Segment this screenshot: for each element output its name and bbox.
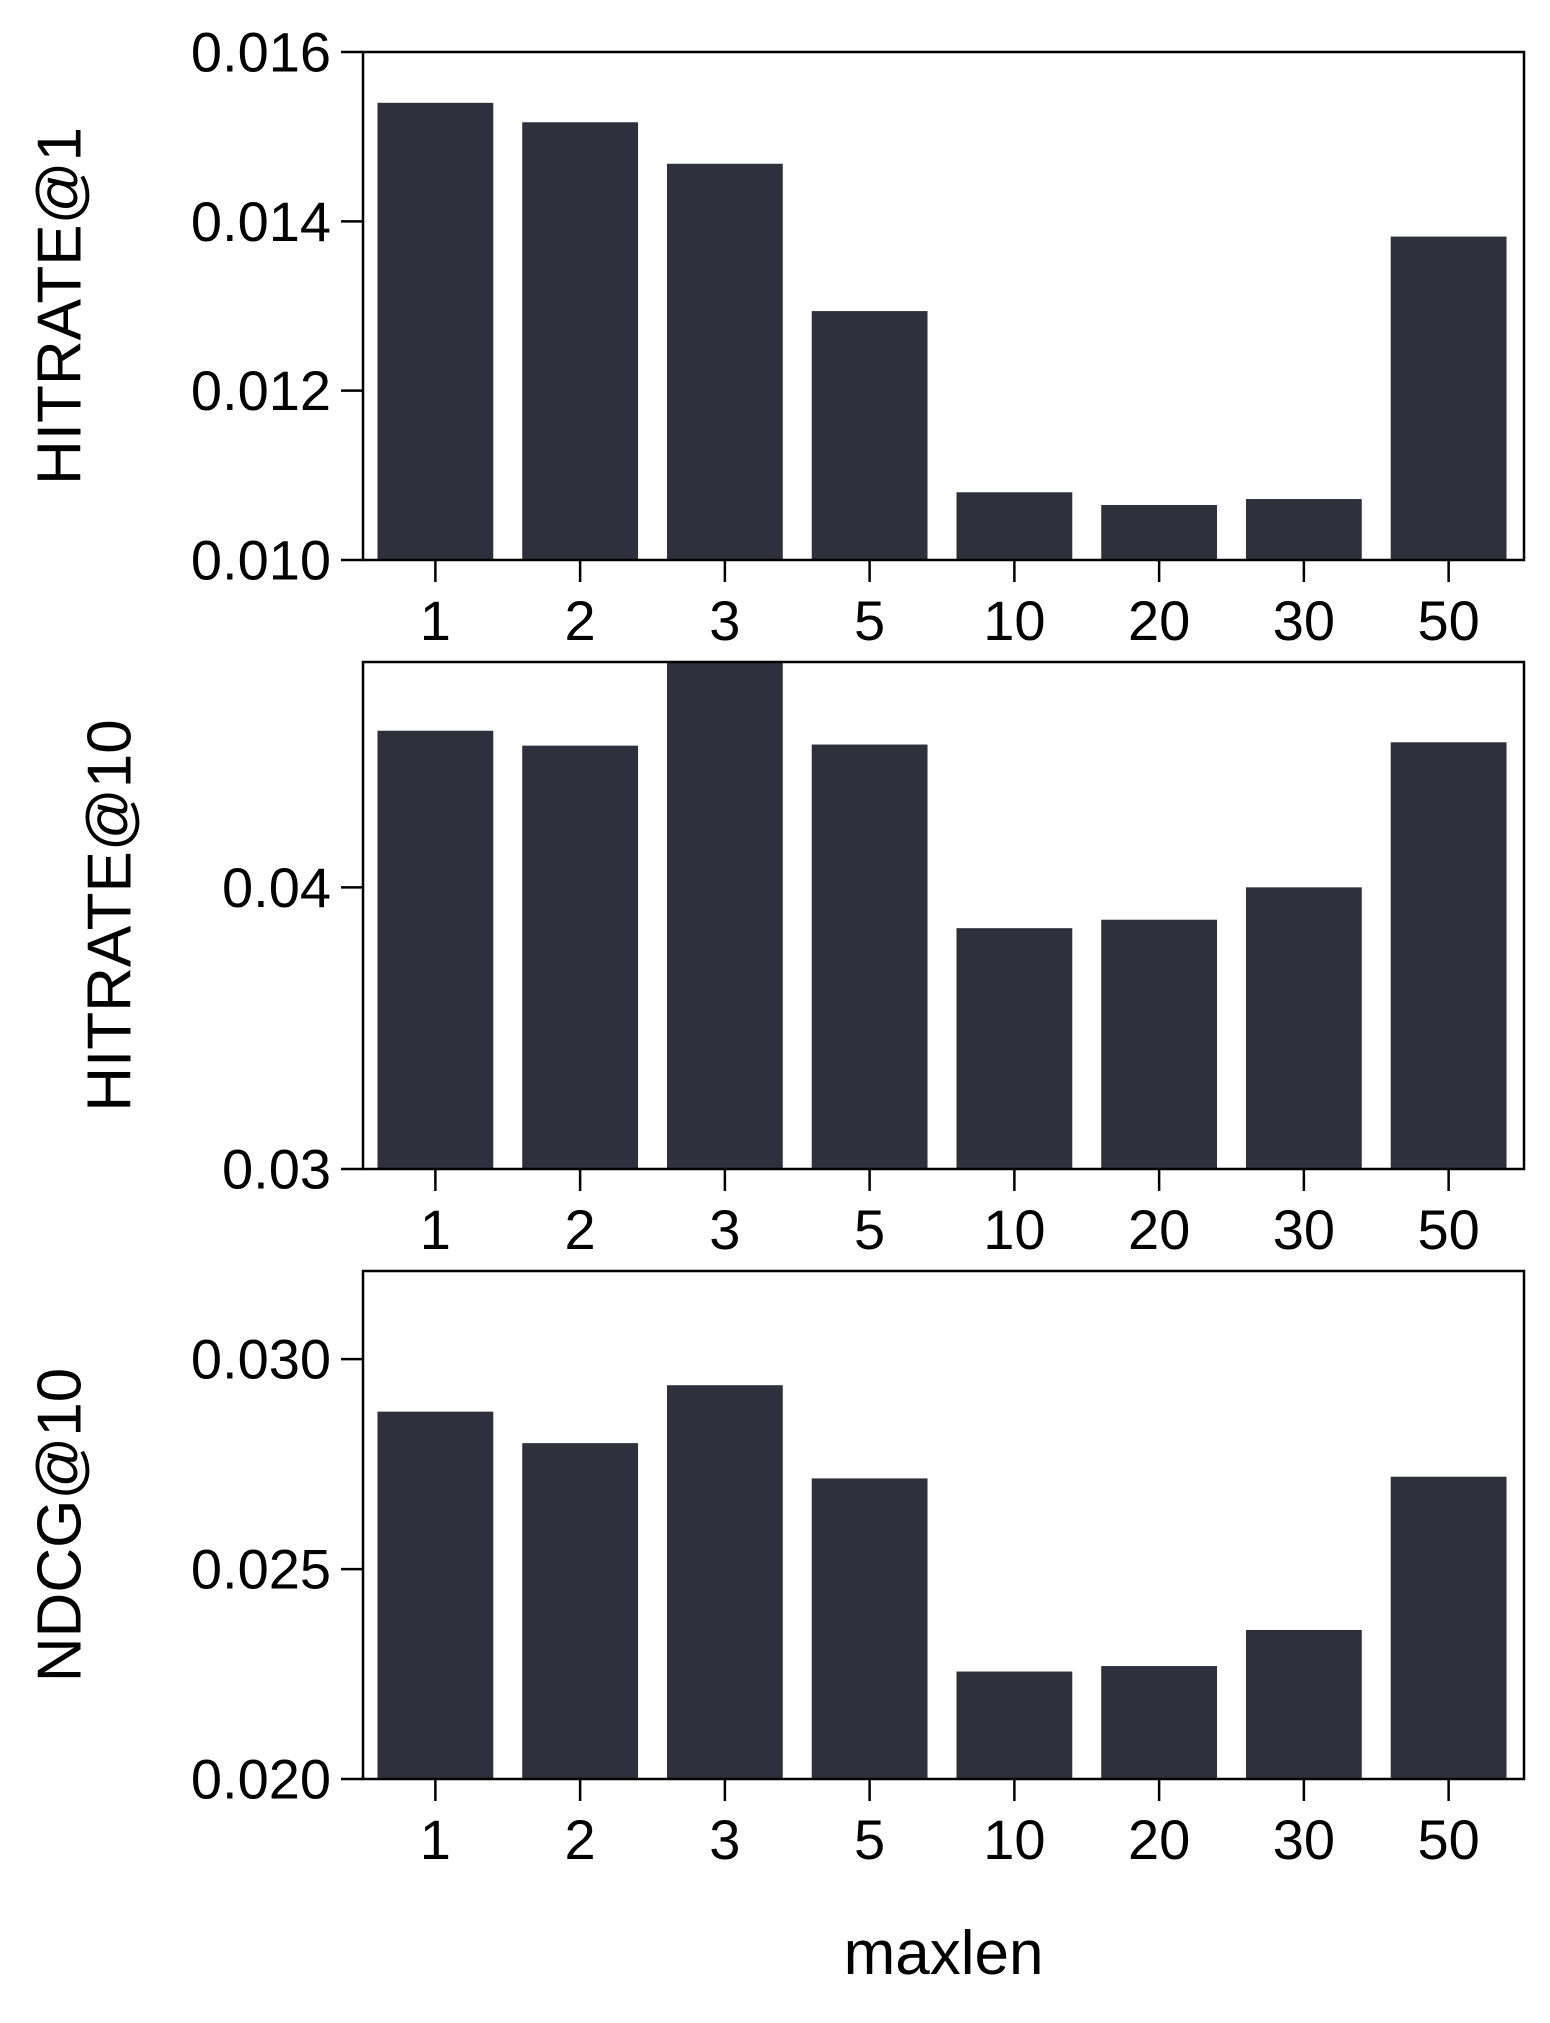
y-tick-label: 0.03 [222,1138,331,1201]
bar-10 [956,492,1073,560]
bar-2 [522,745,639,1169]
x-tick-label: 1 [420,589,451,652]
y-tick-label: 0.020 [191,1748,331,1811]
x-tick-label: 10 [983,1808,1045,1871]
x-tick-label: 30 [1273,589,1335,652]
x-tick-label: 50 [1417,1808,1479,1871]
bar-30 [1245,499,1362,560]
y-tick-label: 0.014 [191,190,331,253]
x-tick-label: 1 [420,1808,451,1871]
panel-2: 0.03 0.04 1 2 3 5 10 20 30 50 HITRATE@10 [76,660,1526,1261]
bar-2 [522,122,639,561]
x-tick-label: 3 [709,589,740,652]
bar-20 [1101,504,1218,560]
y-tick-label: 0.012 [191,359,331,422]
panel-1: 0.010 0.012 0.014 0.016 1 2 3 5 10 20 30 50 HITRATE@… [26,21,1526,652]
y-tick-label: 0.025 [191,1538,331,1601]
bar-20 [1101,1666,1218,1779]
y-axis-label: HITRATE@1 [26,127,95,485]
bar-50 [1390,236,1507,560]
bar-20 [1101,919,1218,1169]
bar-10 [956,928,1073,1169]
x-tick-label: 1 [420,1198,451,1261]
x-tick-label: 2 [565,1808,596,1871]
bar-3 [666,662,783,1169]
bar-1 [377,730,494,1169]
x-tick-label: 50 [1417,1198,1479,1261]
x-tick-label: 30 [1273,1198,1335,1261]
x-tick-label: 10 [983,1198,1045,1261]
x-tick-label: 2 [565,1198,596,1261]
plot-frame [361,660,1526,1171]
bar-2 [522,1443,639,1779]
bar-3 [666,1385,783,1779]
panel-3: 0.020 0.025 0.030 1 2 3 5 10 20 30 50 NDCG@10 maxlen [26,1269,1526,1988]
x-tick-label: 5 [854,589,885,652]
y-axis-label: NDCG@10 [26,1368,95,1682]
bar-1 [377,1411,494,1779]
bar-30 [1245,887,1362,1169]
x-tick-label: 5 [854,1198,885,1261]
bar-30 [1245,1629,1362,1779]
x-tick-label: 20 [1128,1808,1190,1871]
y-tick-label: 0.04 [222,856,331,919]
bar-1 [377,102,494,561]
x-axis-label: maxlen [844,1919,1044,1988]
x-tick-label: 3 [709,1808,740,1871]
bar-10 [956,1671,1073,1779]
bar-3 [666,163,783,560]
plot-frame [361,50,1526,562]
x-tick-label: 2 [565,589,596,652]
x-tick-label: 50 [1417,589,1479,652]
x-tick-label: 20 [1128,1198,1190,1261]
y-axis-label: HITRATE@10 [76,719,145,1112]
y-tick-label: 0.016 [191,21,331,84]
bar-5 [811,1478,928,1779]
chart-panels: 0.010 0.012 0.014 0.016 1 2 3 5 10 20 30 50 HITRATE@… [26,21,1526,1988]
plot-frame [361,1269,1526,1781]
x-tick-label: 3 [709,1198,740,1261]
bar-50 [1390,1476,1507,1779]
y-tick-label: 0.010 [191,529,331,592]
bar-50 [1390,742,1507,1169]
x-tick-label: 30 [1273,1808,1335,1871]
y-tick-label: 0.030 [191,1328,331,1391]
x-tick-label: 20 [1128,589,1190,652]
x-tick-label: 5 [854,1808,885,1871]
x-tick-label: 10 [983,589,1045,652]
bar-5 [811,744,928,1169]
bar-5 [811,311,928,560]
